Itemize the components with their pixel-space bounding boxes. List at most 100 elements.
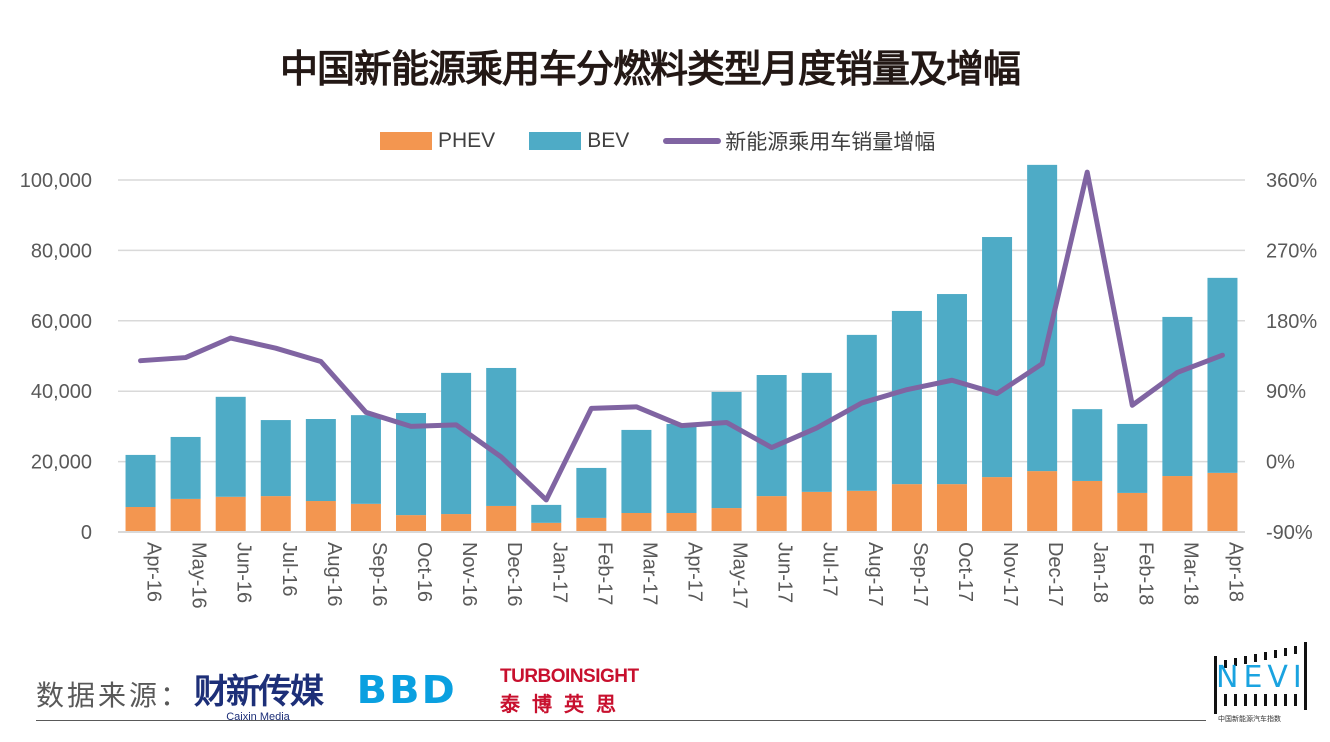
legend-label-phev: PHEV: [438, 129, 496, 152]
x-tick-label: Mar-17: [638, 542, 660, 605]
bar-bev: [531, 504, 562, 523]
bar-bev: [125, 454, 156, 508]
bar-bev: [1162, 316, 1193, 477]
bar-bev: [936, 294, 967, 485]
turboinsight-logo: TURBOINSIGHT 泰博英思: [500, 666, 639, 717]
x-tick-label: Apr-16: [143, 542, 165, 602]
bar-phev: [215, 496, 246, 532]
bar-bev: [215, 396, 246, 497]
bar-phev: [1072, 480, 1103, 532]
growth-point: [140, 360, 142, 362]
growth-point: [1041, 363, 1043, 365]
x-tick-label: Sep-17: [909, 542, 931, 607]
bar-phev: [441, 514, 472, 532]
bar-bev: [396, 413, 427, 516]
bar-bev: [486, 367, 517, 506]
bar-phev: [711, 508, 742, 532]
y-axis-left: 0 20,000 40,000 60,000 80,000 100,000: [20, 170, 92, 544]
growth-point: [771, 447, 773, 449]
growth-point: [906, 389, 908, 391]
legend-swatch-phev: [380, 132, 432, 150]
bbd-logo: BBD: [356, 668, 457, 712]
y2-tick-label: 90%: [1266, 381, 1306, 403]
footer-divider: [36, 720, 1206, 721]
bar-phev: [305, 501, 336, 532]
x-tick-label: Jan-18: [1089, 542, 1111, 603]
growth-point: [861, 402, 863, 404]
x-tick-label: Aug-16: [323, 542, 345, 607]
turboinsight-logo-en: TURBOINSIGHT: [500, 666, 639, 687]
bar-bev: [891, 310, 922, 485]
y2-tick-label: 180%: [1266, 311, 1317, 333]
bar-bev: [666, 423, 697, 513]
growth-point: [1086, 171, 1088, 173]
bar-phev: [1117, 492, 1148, 532]
x-tick-label: Oct-16: [413, 542, 435, 602]
x-tick-label: Nov-17: [999, 542, 1021, 606]
bar-bev: [576, 467, 607, 518]
legend: PHEV BEV 新能源乘用车销量增幅: [380, 126, 969, 156]
nevi-subtitle: 中国新能源汽车指数: [1218, 716, 1281, 723]
y2-tick-label: 270%: [1266, 240, 1317, 262]
bar-phev: [125, 507, 156, 532]
growth-point: [500, 456, 502, 458]
bar-bev: [350, 415, 381, 504]
growth-point: [455, 424, 457, 426]
x-tick-label: Apr-17: [684, 542, 706, 602]
bar-phev: [260, 496, 291, 532]
bar-bev: [441, 372, 472, 515]
x-tick-label: Oct-17: [954, 542, 976, 602]
caixin-logo: 财新传媒 Caixin Media: [194, 664, 324, 723]
legend-item-phev: PHEV: [380, 129, 495, 153]
bar-phev: [756, 496, 787, 532]
bar-phev: [486, 505, 517, 532]
bar-bev: [982, 237, 1013, 478]
bar-bev: [1117, 423, 1148, 493]
nevi-wordmark: NEVI: [1216, 660, 1307, 695]
bars: [118, 164, 1245, 533]
legend-item-bev: BEV: [529, 129, 629, 153]
growth-point: [996, 393, 998, 395]
nevi-logo: NEVI 中国新能源汽车指数: [1212, 640, 1312, 730]
y-tick-label: 80,000: [31, 240, 92, 262]
x-tick-label: Dec-16: [503, 542, 525, 606]
bar-bev: [621, 429, 652, 513]
growth-point: [816, 427, 818, 429]
bar-bev: [1207, 277, 1238, 473]
x-tick-label: Apr-18: [1224, 542, 1246, 602]
bar-phev: [936, 484, 967, 532]
y2-tick-label: 360%: [1266, 170, 1317, 192]
growth-point: [635, 406, 637, 408]
legend-swatch-growth: [663, 138, 722, 144]
source-label: 数据来源：: [36, 679, 192, 712]
growth-point: [1176, 371, 1178, 373]
growth-point: [275, 347, 277, 349]
x-axis: Apr-16 May-16 Jun-16 Jul-16 Aug-16 Sep-16 Oct-…: [143, 542, 1247, 609]
bar-phev: [1207, 472, 1238, 532]
x-tick-label: Feb-17: [593, 542, 615, 605]
bar-bev: [305, 419, 336, 502]
bar-phev: [170, 498, 201, 532]
bar-bev: [1072, 409, 1103, 481]
x-tick-label: Mar-18: [1179, 542, 1201, 605]
y-tick-label: 60,000: [31, 311, 92, 333]
x-tick-label: Sep-16: [368, 542, 390, 607]
bar-phev: [982, 477, 1013, 532]
y-tick-label: 20,000: [31, 452, 92, 474]
x-tick-label: Feb-18: [1134, 542, 1156, 605]
bar-phev: [396, 515, 427, 532]
growth-point: [1221, 354, 1223, 356]
growth-point: [545, 499, 547, 501]
y2-tick-label: -90%: [1266, 522, 1313, 544]
legend-item-growth: 新能源乘用车销量增幅: [663, 126, 935, 156]
x-tick-label: Jul-17: [819, 542, 841, 596]
bar-phev: [576, 517, 607, 532]
growth-point: [410, 425, 412, 427]
growth-point: [365, 411, 367, 413]
x-tick-label: May-16: [188, 542, 210, 609]
bar-bev: [170, 436, 201, 499]
bar-bev: [756, 375, 787, 497]
growth-point: [1131, 404, 1133, 406]
bar-phev: [621, 512, 652, 532]
nevi-barcode-icon: [1214, 642, 1307, 714]
